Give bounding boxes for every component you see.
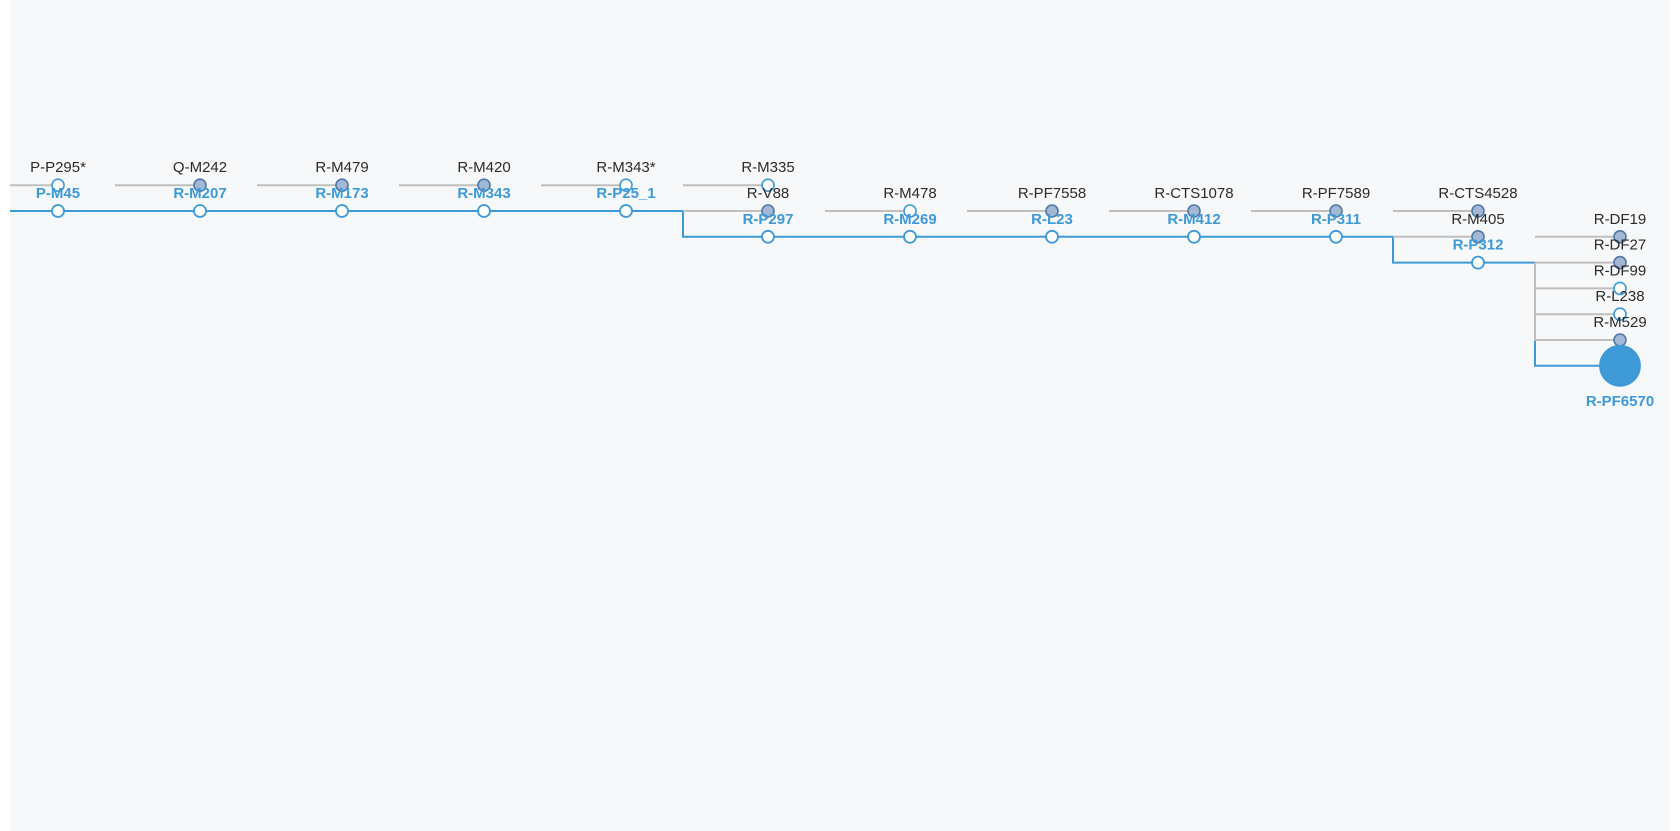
branch-label: R-DF99 <box>1594 262 1647 279</box>
branch-label: Q-M242 <box>173 159 227 176</box>
path-node-R-M173[interactable] <box>335 204 349 218</box>
branch-node-R-CTS4528[interactable] <box>1471 204 1485 218</box>
path-label: P-M45 <box>36 185 80 202</box>
branch-label: R-M529 <box>1593 314 1646 331</box>
branch-label: R-PF7558 <box>1018 185 1086 202</box>
branch-label: R-L238 <box>1595 288 1644 305</box>
branch-node-R-M479[interactable] <box>335 178 349 192</box>
branch-node-R-M405[interactable] <box>1471 230 1485 244</box>
path-node-R-P25_1[interactable] <box>619 204 633 218</box>
path-label: R-L23 <box>1031 211 1073 228</box>
branch-node-R-M478[interactable] <box>903 204 917 218</box>
branch-node-R-DF99[interactable] <box>1613 281 1627 296</box>
branch-node-P-P295*[interactable] <box>51 178 65 192</box>
path-node-R-P297[interactable] <box>761 229 775 244</box>
path-label: R-M173 <box>315 185 368 202</box>
branch-node-R-M335[interactable] <box>761 178 775 192</box>
branch-node-R-M529[interactable] <box>1613 333 1627 347</box>
path-node-R-M207[interactable] <box>193 204 207 218</box>
branch-node-R-M420[interactable] <box>477 178 491 192</box>
branch-node-R-M343*[interactable] <box>619 178 633 192</box>
path-label: R-M412 <box>1167 211 1220 228</box>
branch-label: R-DF27 <box>1594 237 1647 254</box>
path-label: R-P312 <box>1453 237 1504 254</box>
path-node-R-L23[interactable] <box>1045 229 1059 244</box>
terminal-node[interactable] <box>1599 344 1641 387</box>
tree-canvas: P-P295* Q-M242 R-M479 R-M420 R-M343* R-M335 R-… <box>10 0 1670 831</box>
path-node-R-M412[interactable] <box>1187 229 1201 244</box>
path-node-R-P312[interactable] <box>1471 255 1485 270</box>
branch-label: R-M479 <box>315 159 368 176</box>
branch-label: R-V88 <box>747 185 790 202</box>
path-node-P-M45[interactable] <box>51 204 65 218</box>
path-label: R-M269 <box>883 211 936 228</box>
branch-node-R-PF7589[interactable] <box>1329 204 1343 218</box>
branch-node-Q-M242[interactable] <box>193 178 207 192</box>
path-node-R-P311[interactable] <box>1329 229 1343 244</box>
branch-label: R-CTS4528 <box>1438 185 1517 202</box>
path-label: R-P25_1 <box>596 185 655 202</box>
branch-label: R-M478 <box>883 185 936 202</box>
branch-node-R-PF7558[interactable] <box>1045 204 1059 218</box>
path-edge-R-P312 <box>1336 235 1478 264</box>
path-node-R-M343[interactable] <box>477 204 491 218</box>
branch-label: R-DF19 <box>1594 211 1647 228</box>
branch-label: P-P295* <box>30 159 86 176</box>
path-label: R-PF6570 <box>1586 393 1654 410</box>
branch-label: R-M420 <box>457 159 510 176</box>
path-label: R-P311 <box>1311 211 1361 228</box>
branch-node-R-CTS1078[interactable] <box>1187 204 1201 218</box>
branch-label: R-M335 <box>741 159 794 176</box>
branch-node-R-L238[interactable] <box>1613 307 1627 322</box>
branch-node-R-DF27[interactable] <box>1613 255 1627 270</box>
branch-node-R-DF19[interactable] <box>1613 230 1627 244</box>
path-label: R-M343 <box>457 185 510 202</box>
path-label: R-P297 <box>743 211 794 228</box>
path-node-R-M269[interactable] <box>903 229 917 244</box>
branch-label: R-M343* <box>596 159 655 176</box>
branch-edge-R-M529 <box>1534 262 1620 341</box>
branch-label: R-M405 <box>1451 211 1504 228</box>
branch-node-R-V88[interactable] <box>761 204 775 218</box>
path-edge-R-P297 <box>626 210 768 238</box>
branch-label: R-PF7589 <box>1302 185 1370 202</box>
path-label: R-M207 <box>173 185 226 202</box>
haplogroup-tree: P-P295* Q-M242 R-M479 R-M420 R-M343* R-M335 R-… <box>10 159 1654 410</box>
branch-label: R-CTS1078 <box>1154 185 1233 202</box>
